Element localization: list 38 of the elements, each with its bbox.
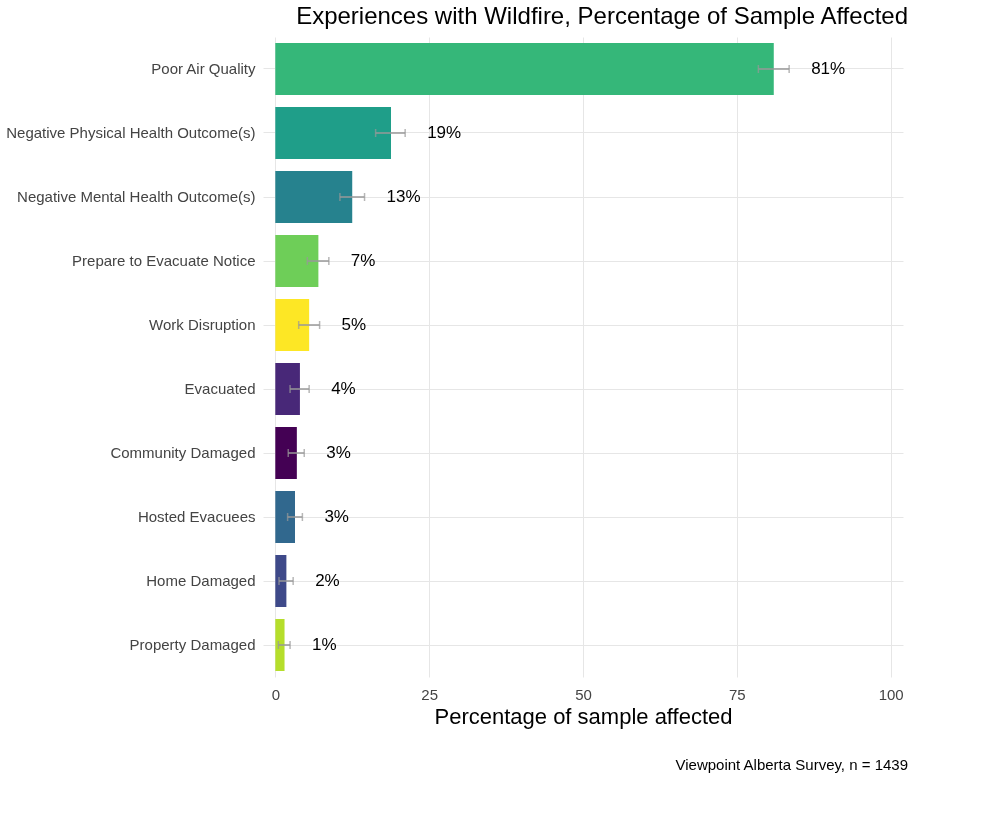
data-label: 3% (324, 507, 349, 526)
data-label: 13% (386, 187, 421, 206)
data-label: 81% (811, 59, 846, 78)
bar (275, 235, 319, 287)
x-tick-label: 100 (878, 685, 904, 703)
bar (275, 619, 285, 671)
y-tick-label: Negative Physical Health Outcome(s) (6, 124, 256, 141)
text: Viewpoint Alberta Survey, n = 1439 (675, 756, 908, 773)
data-label: 7% (350, 251, 376, 270)
bar (275, 299, 310, 351)
y-tick-label: Poor Air Quality (151, 60, 256, 77)
y-tick-label: Prepare to Evacuate Notice (72, 252, 256, 269)
bar (275, 171, 353, 223)
y-tick-label: Work Disruption (149, 316, 256, 333)
y-tick-label: Property Damaged (129, 636, 256, 653)
y-tick-label: Community Damaged (110, 444, 256, 461)
data-label: 1% (312, 635, 337, 654)
y-tick-label: Home Damaged (146, 572, 256, 589)
data-label: 5% (341, 315, 367, 334)
bar (275, 555, 287, 607)
x-tick-label: 75 (729, 685, 746, 703)
y-tick-label: Evacuated (184, 380, 256, 397)
x-axis-title: Percentage of sample affected (434, 703, 733, 729)
x-tick-label: 25 (421, 685, 438, 703)
y-tick-label: Negative Mental Health Outcome(s) (17, 188, 256, 205)
bar (275, 491, 295, 543)
chart-title: Experiences with Wildfire, Percentage of Sample Affected (296, 2, 908, 29)
data-label: 19% (427, 123, 462, 142)
x-tick-label: 50 (575, 685, 592, 703)
bar (275, 363, 300, 415)
bar (275, 43, 774, 95)
data-label: 4% (331, 379, 356, 398)
data-label: 2% (315, 571, 340, 590)
bar (275, 107, 391, 159)
data-label: 3% (326, 443, 351, 462)
x-tick-label: 0 (271, 685, 280, 703)
y-tick-label: Hosted Evacuees (137, 508, 256, 525)
bar (275, 427, 297, 479)
